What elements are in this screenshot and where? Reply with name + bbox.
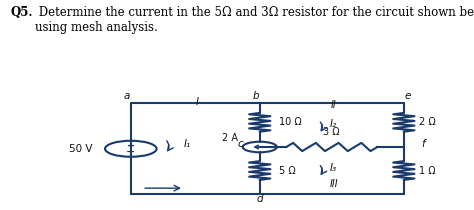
Text: II: II — [331, 100, 337, 110]
Text: I₁: I₁ — [184, 139, 191, 149]
Text: f: f — [421, 139, 425, 149]
Text: d: d — [256, 194, 263, 204]
Text: 1 Ω: 1 Ω — [419, 165, 436, 176]
Text: 3 Ω: 3 Ω — [323, 127, 340, 137]
Text: I: I — [196, 97, 199, 107]
Text: −: − — [126, 147, 136, 157]
Text: +: + — [127, 141, 135, 151]
Text: 10 Ω: 10 Ω — [279, 117, 301, 127]
Text: c: c — [238, 139, 244, 149]
Text: I₃: I₃ — [330, 163, 337, 173]
Text: b: b — [253, 91, 259, 101]
Text: 5 Ω: 5 Ω — [279, 165, 295, 176]
Text: III: III — [329, 179, 338, 189]
Text: 2 A: 2 A — [222, 133, 238, 143]
Text: 2 Ω: 2 Ω — [419, 117, 436, 127]
Text: I₂: I₂ — [330, 119, 337, 129]
Text: Determine the current in the 5Ω and 3Ω resistor for the circuit shown below
usin: Determine the current in the 5Ω and 3Ω r… — [35, 6, 474, 34]
Text: a: a — [124, 91, 130, 101]
Text: e: e — [404, 91, 411, 101]
Text: 50 V: 50 V — [69, 144, 93, 154]
Text: Q5.: Q5. — [10, 6, 33, 19]
